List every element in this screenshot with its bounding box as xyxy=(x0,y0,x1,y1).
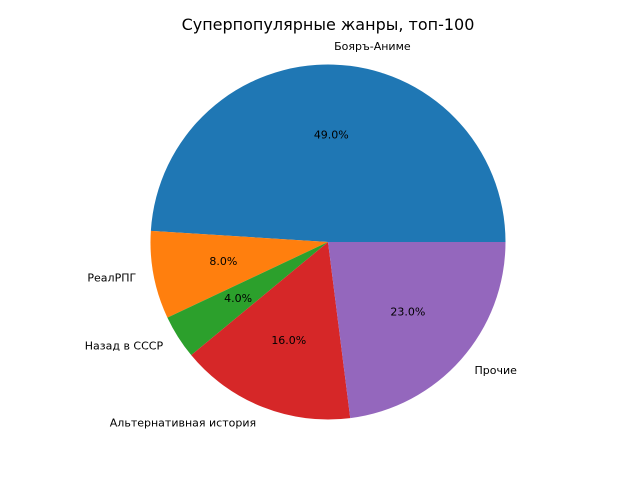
percent-label-4: 16.0% xyxy=(271,334,306,347)
percent-label-5: 23.0% xyxy=(390,305,425,318)
percent-label-1: 49.0% xyxy=(314,129,349,142)
category-label-2: РеалРПГ xyxy=(87,272,136,285)
percent-label-3: 4.0% xyxy=(224,292,252,305)
pie-slice-3 xyxy=(167,242,328,356)
pie-slices xyxy=(150,64,506,420)
pie-slice-2 xyxy=(150,230,328,318)
percent-labels: 49.0% 8.0% 4.0% 16.0% 23.0% xyxy=(209,129,425,347)
chart-title: Суперпопулярные жанры, топ-100 xyxy=(182,15,475,34)
pie-slice-1 xyxy=(150,64,506,243)
category-label-5: Прочие xyxy=(475,364,518,377)
pie-slice-4 xyxy=(191,242,351,420)
category-labels: Бояръ-Аниме РеалРПГ Назад в СССР Альтернати… xyxy=(85,40,517,430)
pie-slice-5 xyxy=(328,242,506,419)
percent-label-2: 8.0% xyxy=(209,255,237,268)
category-label-4: Альтернативная история xyxy=(110,417,256,430)
category-label-3: Назад в СССР xyxy=(85,340,164,353)
category-label-1: Бояръ-Аниме xyxy=(334,40,411,53)
